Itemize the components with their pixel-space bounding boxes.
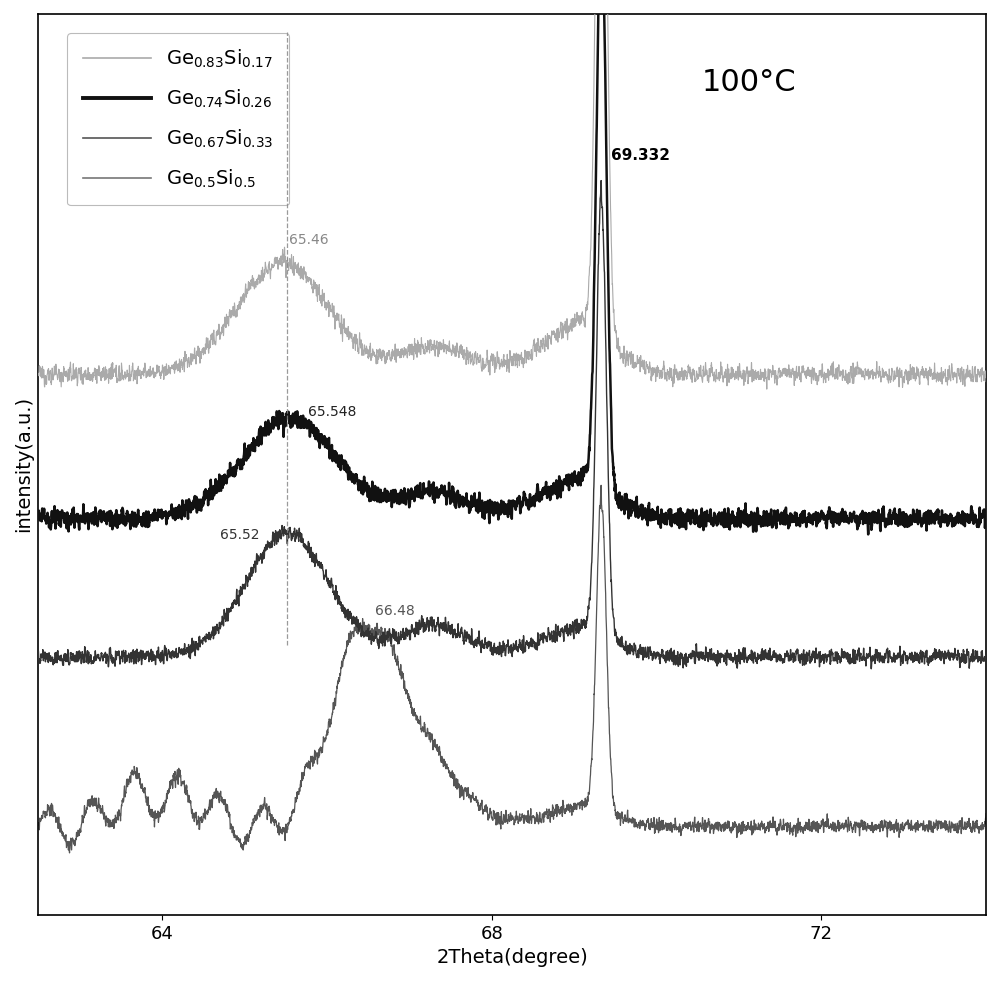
Text: 100°C: 100°C — [702, 68, 796, 97]
X-axis label: 2Theta(degree): 2Theta(degree) — [436, 948, 588, 967]
Legend: Ge$_{\rm 0.83}$Si$_{\rm 0.17}$, Ge$_{\rm 0.74}$Si$_{\rm 0.26}$, Ge$_{\rm 0.67}$S: Ge$_{\rm 0.83}$Si$_{\rm 0.17}$, Ge$_{\rm… — [67, 32, 289, 205]
Text: 65.548: 65.548 — [308, 405, 356, 419]
Y-axis label: intensity(a.u.): intensity(a.u.) — [14, 396, 33, 533]
Text: 65.52: 65.52 — [220, 528, 259, 542]
Text: 66.48: 66.48 — [375, 603, 414, 618]
Text: 69.332: 69.332 — [611, 148, 670, 163]
Text: 65.46: 65.46 — [289, 232, 329, 246]
